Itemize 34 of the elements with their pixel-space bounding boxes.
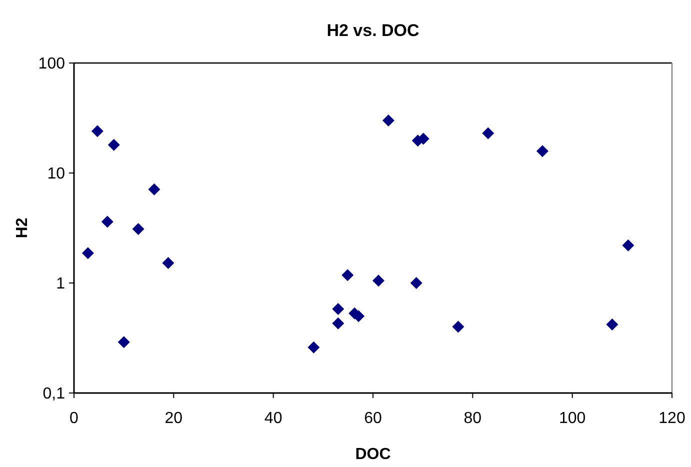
point	[622, 239, 634, 252]
point	[332, 303, 344, 316]
x-tick-label: 20	[164, 410, 183, 427]
point	[410, 277, 422, 289]
x-tick-label: 40	[264, 410, 282, 427]
x-axis-title: DOC	[355, 446, 392, 463]
point	[118, 336, 130, 348]
y-tick-label: 1	[56, 276, 66, 293]
point	[132, 222, 144, 235]
point	[382, 114, 394, 127]
x-tick-label: 120	[658, 410, 686, 427]
point	[332, 317, 344, 330]
point	[452, 320, 464, 333]
point	[372, 274, 384, 287]
x-tick-label: 0	[70, 410, 79, 427]
point	[91, 125, 104, 138]
point	[162, 256, 174, 269]
point	[342, 269, 354, 282]
y-tick-label: 0,1	[42, 386, 66, 403]
x-tick-label: 60	[364, 410, 382, 427]
point	[82, 247, 94, 260]
point	[108, 138, 120, 151]
x-tick-label: 100	[558, 410, 586, 427]
point	[308, 341, 320, 354]
point	[482, 127, 494, 140]
point	[536, 145, 548, 158]
x-tick-label: 80	[464, 410, 482, 427]
chart-title: H2 vs. DOC	[326, 21, 420, 40]
y-axis-title: H2	[14, 218, 31, 238]
y-tick-label: 10	[47, 166, 66, 183]
point	[606, 318, 618, 330]
point	[148, 183, 160, 196]
y-tick-label: 100	[38, 56, 66, 73]
point	[101, 216, 114, 228]
